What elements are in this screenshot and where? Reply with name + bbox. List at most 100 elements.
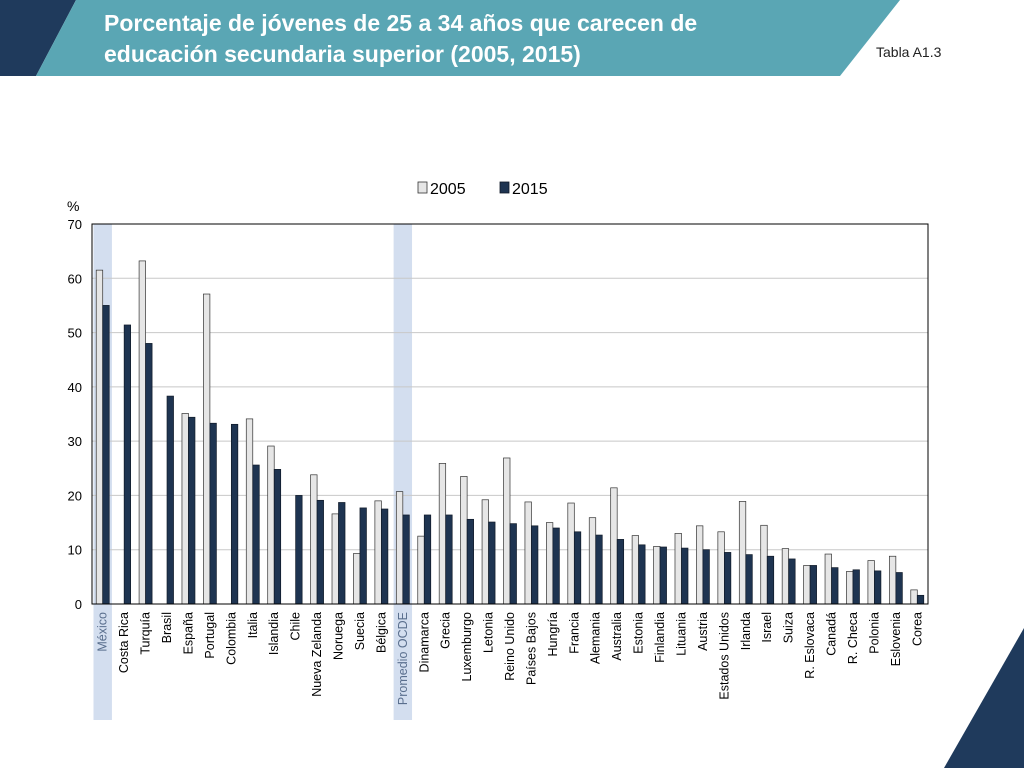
bar-2005 — [95, 269, 104, 605]
x-tick-label: Corea — [910, 612, 924, 646]
x-tick-label: Canadá — [825, 612, 839, 656]
y-tick-label: 0 — [75, 597, 82, 612]
bar-2005 — [503, 457, 511, 605]
x-tick-label: Eslovenia — [889, 612, 903, 666]
bar-2005 — [524, 501, 532, 605]
y-tick-label: 50 — [68, 326, 82, 341]
y-tick-label: 10 — [68, 543, 82, 558]
bar-2005 — [310, 474, 318, 605]
plot-frame — [91, 223, 929, 605]
bar-2015 — [488, 521, 496, 605]
bar-2015 — [766, 555, 775, 605]
bar-2005 — [417, 535, 425, 605]
bar-2005 — [867, 560, 875, 605]
bar-2015 — [659, 546, 667, 605]
bar-2005 — [803, 565, 811, 605]
bar-2015 — [681, 547, 689, 605]
bar-2005 — [395, 491, 404, 605]
table-reference: Tabla A1.3 — [876, 44, 942, 60]
y-tick-label: 70 — [68, 217, 82, 232]
x-tick-label: Costa Rica — [117, 612, 131, 673]
bar-2005 — [888, 555, 897, 605]
bar-2005 — [267, 445, 275, 605]
header-banner — [0, 0, 900, 76]
x-tick-label: Turquía — [139, 612, 153, 655]
y-tick-label: 40 — [68, 380, 82, 395]
corner-decoration — [944, 628, 1024, 768]
bar-2005 — [567, 502, 575, 605]
x-tick-label: R. Eslovaca — [803, 612, 817, 679]
bar-2015 — [745, 554, 753, 605]
legend-label: 2005 — [430, 181, 466, 198]
x-tick-label: Lituania — [674, 612, 688, 656]
bar-2015 — [209, 422, 217, 605]
x-tick-label: Polonia — [867, 612, 881, 654]
x-tick-label: Promedio OCDE — [396, 612, 410, 705]
page-title: Porcentaje de jóvenes de 25 a 34 años qu… — [104, 8, 824, 70]
bar-2015 — [145, 343, 153, 605]
bar-2015 — [381, 508, 389, 605]
bar-2015 — [702, 549, 710, 605]
y-tick-label: 20 — [68, 488, 82, 503]
bar-2015 — [423, 514, 432, 605]
x-tick-label: Hungría — [546, 612, 560, 657]
bar-2005 — [846, 571, 854, 605]
x-tick-label: Estonia — [632, 612, 646, 654]
bar-2005 — [674, 533, 682, 605]
legend-label: 2015 — [512, 181, 548, 198]
bar-2015 — [466, 518, 474, 605]
x-tick-label: Luxemburgo — [460, 612, 474, 682]
bar-2015 — [166, 395, 174, 605]
x-tick-label: R. Checa — [846, 612, 860, 664]
y-tick-label: 30 — [68, 434, 82, 449]
bar-2015 — [273, 469, 282, 605]
bar-2005 — [138, 260, 146, 605]
bar-2015 — [916, 594, 925, 605]
bar-2015 — [638, 544, 646, 605]
corner-navy-triangle — [944, 628, 1024, 768]
bar-2015 — [895, 572, 903, 605]
bar-2005 — [438, 463, 447, 605]
bar-2005 — [588, 517, 597, 605]
bar-2005 — [910, 589, 918, 605]
bar-2005 — [781, 548, 790, 605]
x-tick-label: Alemania — [589, 612, 603, 664]
x-tick-label: Noruega — [332, 612, 346, 660]
x-tick-label: Grecia — [439, 612, 453, 649]
bar-2005 — [696, 525, 704, 605]
bar-2015 — [573, 531, 582, 605]
x-tick-label: Irlanda — [739, 612, 753, 650]
bar-2005 — [203, 293, 211, 605]
x-tick-label: Suiza — [782, 612, 796, 643]
y-tick-labels: 0 10 20 30 40 50 60 70 — [68, 217, 82, 612]
bar-2005 — [546, 522, 554, 605]
x-tick-label: Austria — [696, 612, 710, 651]
x-tick-labels: México Costa Rica Turquía Brasil España Portu… — [96, 612, 925, 705]
bar-2015 — [809, 565, 817, 605]
bar-2005 — [824, 553, 832, 605]
x-tick-label: Chile — [289, 612, 303, 641]
x-tick-label: Reino Unido — [503, 612, 517, 681]
x-tick-label: Islandia — [267, 612, 281, 655]
bar-2015 — [831, 567, 839, 605]
bar-2015 — [874, 570, 882, 605]
x-tick-label: Italia — [246, 612, 260, 638]
bar-2005 — [653, 546, 661, 605]
bar-2015 — [852, 569, 860, 605]
bar-2005 — [374, 500, 382, 605]
bar-2005 — [353, 553, 361, 605]
bar-2015 — [338, 502, 346, 605]
y-axis-label: % — [67, 198, 79, 214]
x-tick-label: Dinamarca — [417, 612, 431, 672]
x-tick-label: Nueva Zelanda — [310, 612, 324, 697]
bar-2005 — [610, 487, 618, 605]
bar-2005 — [717, 531, 725, 605]
bar-2005 — [331, 513, 339, 605]
bar-2015 — [788, 558, 796, 605]
x-tick-label: Francia — [567, 612, 581, 654]
banner-teal-block — [36, 0, 900, 76]
bar-2015 — [616, 539, 625, 605]
bar-2015 — [316, 499, 324, 605]
x-tick-label: Brasil — [160, 612, 174, 643]
